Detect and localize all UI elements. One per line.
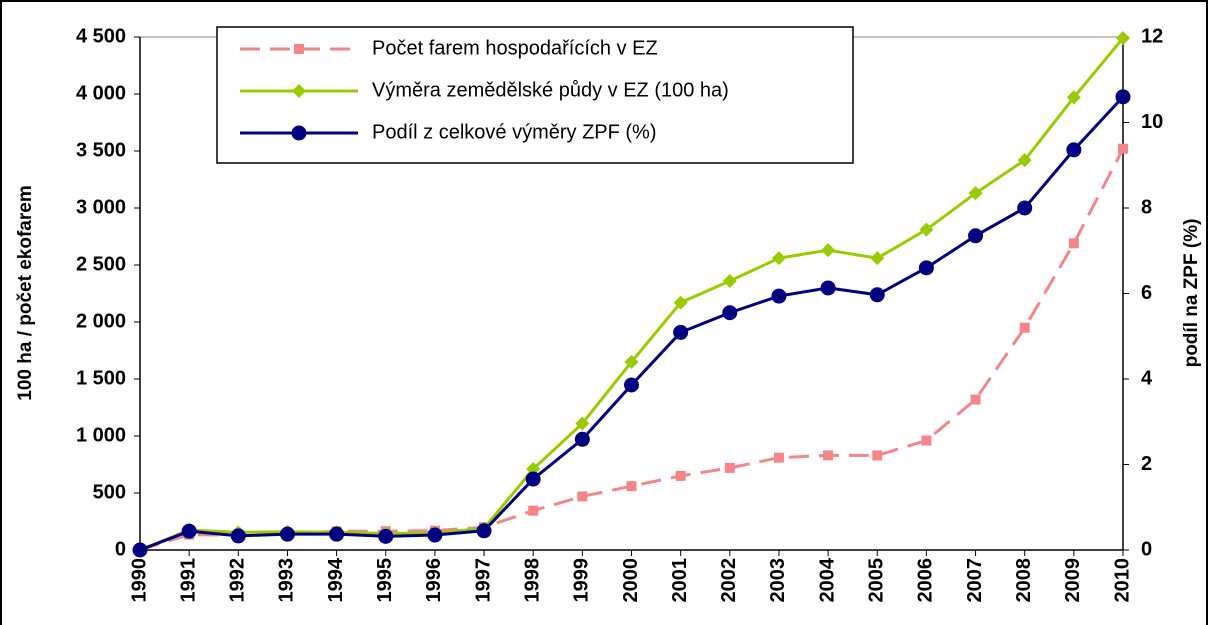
marker — [724, 462, 735, 473]
marker — [1017, 200, 1033, 216]
marker — [528, 505, 539, 516]
marker — [823, 450, 834, 461]
x-tick-label: 2000 — [620, 558, 642, 603]
x-tick-label: 2004 — [816, 557, 838, 602]
y2-tick-label: 8 — [1141, 196, 1152, 218]
marker — [968, 186, 983, 201]
marker — [427, 527, 443, 543]
legend-box — [216, 26, 854, 164]
x-tick-label: 2007 — [964, 558, 986, 603]
y-tick-label: 4 000 — [76, 82, 126, 104]
x-tick-label: 1990 — [128, 558, 150, 603]
y2-tick-label: 6 — [1141, 282, 1152, 304]
marker — [821, 243, 836, 258]
x-tick-label: 2009 — [1062, 558, 1084, 603]
x-tick-label: 2010 — [1111, 558, 1133, 603]
marker — [820, 280, 836, 296]
marker — [294, 44, 304, 54]
y-tick-label: 2 500 — [76, 253, 126, 275]
marker — [626, 481, 637, 492]
marker — [378, 528, 394, 544]
marker — [869, 287, 885, 303]
marker — [577, 491, 588, 502]
marker — [1066, 142, 1082, 158]
marker — [1116, 31, 1130, 46]
marker — [673, 295, 688, 310]
marker — [968, 228, 984, 244]
marker — [574, 431, 590, 447]
y2-axis-label: podíl na ZPF (%) — [1181, 219, 1202, 368]
marker — [624, 377, 639, 393]
marker — [575, 416, 590, 431]
y-axis-label: 100 ha / počet ekofarem — [15, 185, 36, 400]
marker — [1068, 238, 1079, 249]
marker — [921, 435, 932, 446]
legend-label: Podíl z celkové výměry ZPF (%) — [372, 121, 657, 143]
marker — [1017, 153, 1032, 168]
legend-label: Počet farem hospodařících v EZ — [372, 37, 658, 59]
marker — [279, 526, 295, 542]
marker — [291, 125, 307, 141]
marker — [525, 471, 541, 487]
marker — [675, 470, 686, 481]
x-tick-label: 2006 — [915, 558, 937, 603]
x-tick-label: 1996 — [423, 558, 445, 603]
marker — [722, 273, 737, 288]
marker — [476, 523, 492, 539]
x-tick-label: 1997 — [472, 558, 494, 603]
y-tick-label: 3 000 — [76, 196, 126, 218]
x-tick-label: 1991 — [177, 558, 199, 603]
x-tick-label: 2003 — [767, 558, 789, 603]
x-tick-label: 1999 — [571, 558, 593, 603]
marker — [624, 354, 639, 369]
y-tick-label: 4 500 — [76, 25, 126, 47]
y-tick-label: 0 — [115, 538, 126, 560]
marker — [329, 526, 345, 542]
x-tick-label: 2005 — [866, 558, 888, 603]
y-tick-label: 1 000 — [76, 424, 126, 446]
y-tick-label: 2 000 — [76, 310, 126, 332]
x-tick-label: 2008 — [1013, 558, 1035, 603]
marker — [673, 324, 689, 340]
marker — [132, 542, 148, 558]
x-tick-label: 1994 — [325, 557, 347, 602]
legend: Počet farem hospodařících v EZ Výměra zem… — [216, 26, 854, 164]
x-tick-label: 1998 — [521, 558, 543, 603]
marker — [919, 222, 934, 237]
y-tick-label: 1 500 — [76, 367, 126, 389]
y2-tick-label: 12 — [1141, 25, 1163, 47]
marker — [1115, 89, 1131, 105]
marker — [1019, 322, 1030, 333]
x-tick-label: 1992 — [227, 558, 249, 603]
marker — [918, 260, 934, 276]
y2-tick-label: 4 — [1141, 367, 1153, 389]
marker — [870, 251, 885, 266]
y2-tick-label: 2 — [1141, 453, 1152, 475]
x-tick-label: 2002 — [718, 558, 740, 603]
marker — [1066, 90, 1081, 105]
y2-tick-label: 10 — [1141, 111, 1163, 133]
y-tick-label: 3 500 — [76, 139, 126, 161]
y2-tick-label: 0 — [1141, 538, 1152, 560]
marker — [771, 288, 787, 304]
x-tick-label: 1995 — [374, 558, 396, 603]
marker — [872, 450, 883, 461]
marker — [1118, 143, 1128, 154]
marker — [181, 523, 197, 539]
marker — [722, 305, 738, 321]
legend-label: Výměra zemědělské půdy v EZ (100 ha) — [372, 79, 729, 101]
marker — [771, 251, 786, 266]
x-tick-label: 2001 — [669, 558, 691, 603]
marker — [292, 84, 306, 98]
marker — [773, 452, 784, 463]
marker — [970, 394, 981, 405]
x-tick-label: 1993 — [276, 558, 298, 603]
marker — [230, 528, 246, 544]
y-tick-label: 500 — [93, 481, 126, 503]
